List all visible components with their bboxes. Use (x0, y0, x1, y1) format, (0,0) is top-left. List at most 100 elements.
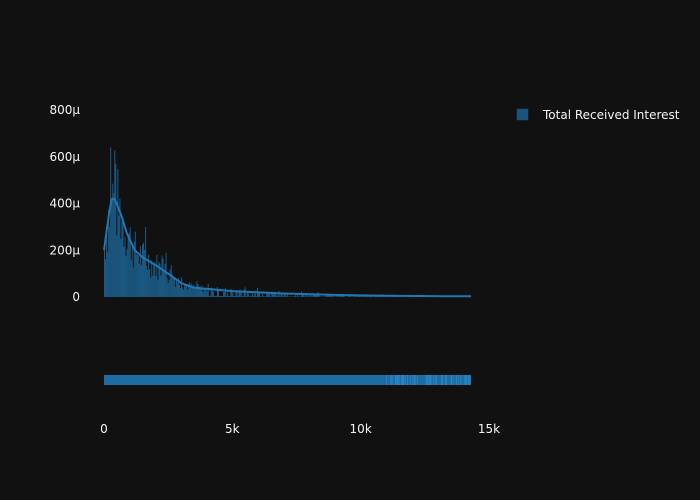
histogram-bar[interactable] (260, 296, 262, 297)
histogram-bar[interactable] (187, 289, 189, 297)
histogram-bar[interactable] (266, 293, 268, 297)
histogram-bar[interactable] (289, 296, 291, 298)
histogram-bar[interactable] (265, 296, 267, 297)
histogram-bar[interactable] (246, 293, 248, 297)
histogram-bar[interactable] (223, 291, 225, 297)
histogram-bar[interactable] (225, 287, 227, 297)
histogram-bar[interactable] (314, 294, 316, 297)
histogram-bar[interactable] (144, 249, 146, 297)
histogram-bar[interactable] (106, 234, 108, 297)
histogram-bar[interactable] (263, 296, 265, 297)
histogram-bar[interactable] (179, 288, 181, 297)
histogram-bar[interactable] (162, 258, 164, 297)
histogram-bar[interactable] (235, 291, 237, 297)
histogram-bar[interactable] (195, 286, 197, 297)
histogram-bar[interactable] (228, 296, 230, 297)
histogram-bar[interactable] (226, 296, 228, 297)
histogram-bar[interactable] (264, 296, 266, 297)
histogram-bar[interactable] (159, 263, 161, 297)
histogram-bar[interactable] (196, 281, 198, 297)
histogram-bar[interactable] (216, 287, 218, 297)
histogram-bar[interactable] (201, 285, 203, 297)
histogram-bar[interactable] (174, 286, 176, 297)
histogram-bar[interactable] (203, 288, 205, 297)
histogram-bar[interactable] (123, 246, 125, 297)
histogram-bar[interactable] (171, 274, 173, 297)
histogram-bar[interactable] (308, 293, 310, 297)
histogram-bar[interactable] (165, 252, 167, 297)
histogram-bar[interactable] (211, 288, 213, 297)
histogram-bar[interactable] (247, 293, 249, 297)
histogram-bar[interactable] (194, 287, 196, 297)
histogram-bar[interactable] (227, 292, 229, 297)
histogram-bar[interactable] (158, 261, 160, 297)
histogram-bar[interactable] (145, 226, 147, 297)
histogram-bar[interactable] (154, 262, 156, 297)
histogram-bar[interactable] (108, 210, 110, 297)
histogram-bar[interactable] (270, 296, 272, 297)
histogram-bar[interactable] (110, 147, 112, 297)
histogram-bar[interactable] (175, 280, 177, 297)
histogram-bar[interactable] (275, 294, 277, 297)
histogram-bar[interactable] (315, 294, 317, 297)
histogram-bar[interactable] (272, 291, 274, 297)
histogram-bar[interactable] (189, 282, 191, 297)
histogram-bar[interactable] (128, 232, 130, 297)
histogram-bar[interactable] (330, 295, 332, 297)
histogram-bar[interactable] (251, 292, 253, 297)
histogram-bar[interactable] (242, 296, 244, 297)
histogram-bar[interactable] (131, 247, 133, 297)
histogram-bar[interactable] (167, 282, 169, 297)
histogram-bar[interactable] (191, 283, 193, 297)
histogram-bar[interactable] (157, 279, 159, 297)
histogram-bar[interactable] (280, 292, 282, 297)
histogram-bar[interactable] (120, 239, 122, 297)
histogram-bar[interactable] (277, 294, 279, 297)
histogram-bar[interactable] (119, 198, 121, 297)
histogram-bar[interactable] (153, 265, 155, 297)
histogram-bar[interactable] (240, 291, 242, 297)
histogram-bar[interactable] (237, 296, 239, 297)
histogram-bar[interactable] (231, 290, 233, 297)
histogram-bar[interactable] (250, 296, 252, 297)
histogram-bar[interactable] (258, 292, 260, 297)
histogram-bar[interactable] (276, 296, 278, 297)
histogram-bar[interactable] (229, 296, 231, 297)
histogram-bar[interactable] (238, 292, 240, 297)
histogram-bar[interactable] (212, 291, 214, 297)
histogram-bar[interactable] (149, 269, 151, 297)
histogram-bar[interactable] (245, 296, 247, 297)
histogram-bar[interactable] (355, 295, 357, 297)
histogram-bar[interactable] (218, 295, 221, 297)
histogram-bar[interactable] (305, 294, 307, 297)
histogram-bar[interactable] (151, 260, 153, 297)
histogram-bar[interactable] (205, 287, 207, 297)
histogram-bar[interactable] (143, 242, 145, 297)
histogram-bar[interactable] (185, 284, 187, 297)
histogram-bar[interactable] (253, 294, 255, 297)
histogram-bar[interactable] (124, 236, 126, 297)
histogram-bar[interactable] (116, 235, 118, 297)
histogram-bar[interactable] (104, 246, 106, 297)
histogram-bar[interactable] (259, 292, 261, 297)
histogram-bar[interactable] (214, 295, 216, 297)
histogram-bar[interactable] (198, 286, 200, 297)
histogram-bar[interactable] (329, 294, 331, 297)
histogram-bar[interactable] (233, 296, 235, 297)
histogram-bar[interactable] (140, 264, 142, 297)
histogram-bar[interactable] (127, 237, 129, 297)
histogram-bar[interactable] (186, 284, 188, 297)
histogram-bar[interactable] (326, 295, 328, 297)
histogram-bar[interactable] (239, 289, 241, 297)
histogram-bar[interactable] (168, 279, 170, 297)
histogram-bar[interactable] (302, 293, 304, 297)
histogram-bar[interactable] (287, 296, 289, 297)
histogram-bar[interactable] (224, 292, 226, 297)
histogram-bar[interactable] (241, 296, 243, 297)
histogram-bar[interactable] (112, 183, 114, 297)
histogram-bar[interactable] (137, 255, 139, 297)
histogram-bar[interactable] (178, 285, 180, 297)
histogram-bar[interactable] (204, 287, 206, 297)
histogram-bar[interactable] (230, 288, 232, 297)
histogram-bar[interactable] (209, 295, 211, 297)
